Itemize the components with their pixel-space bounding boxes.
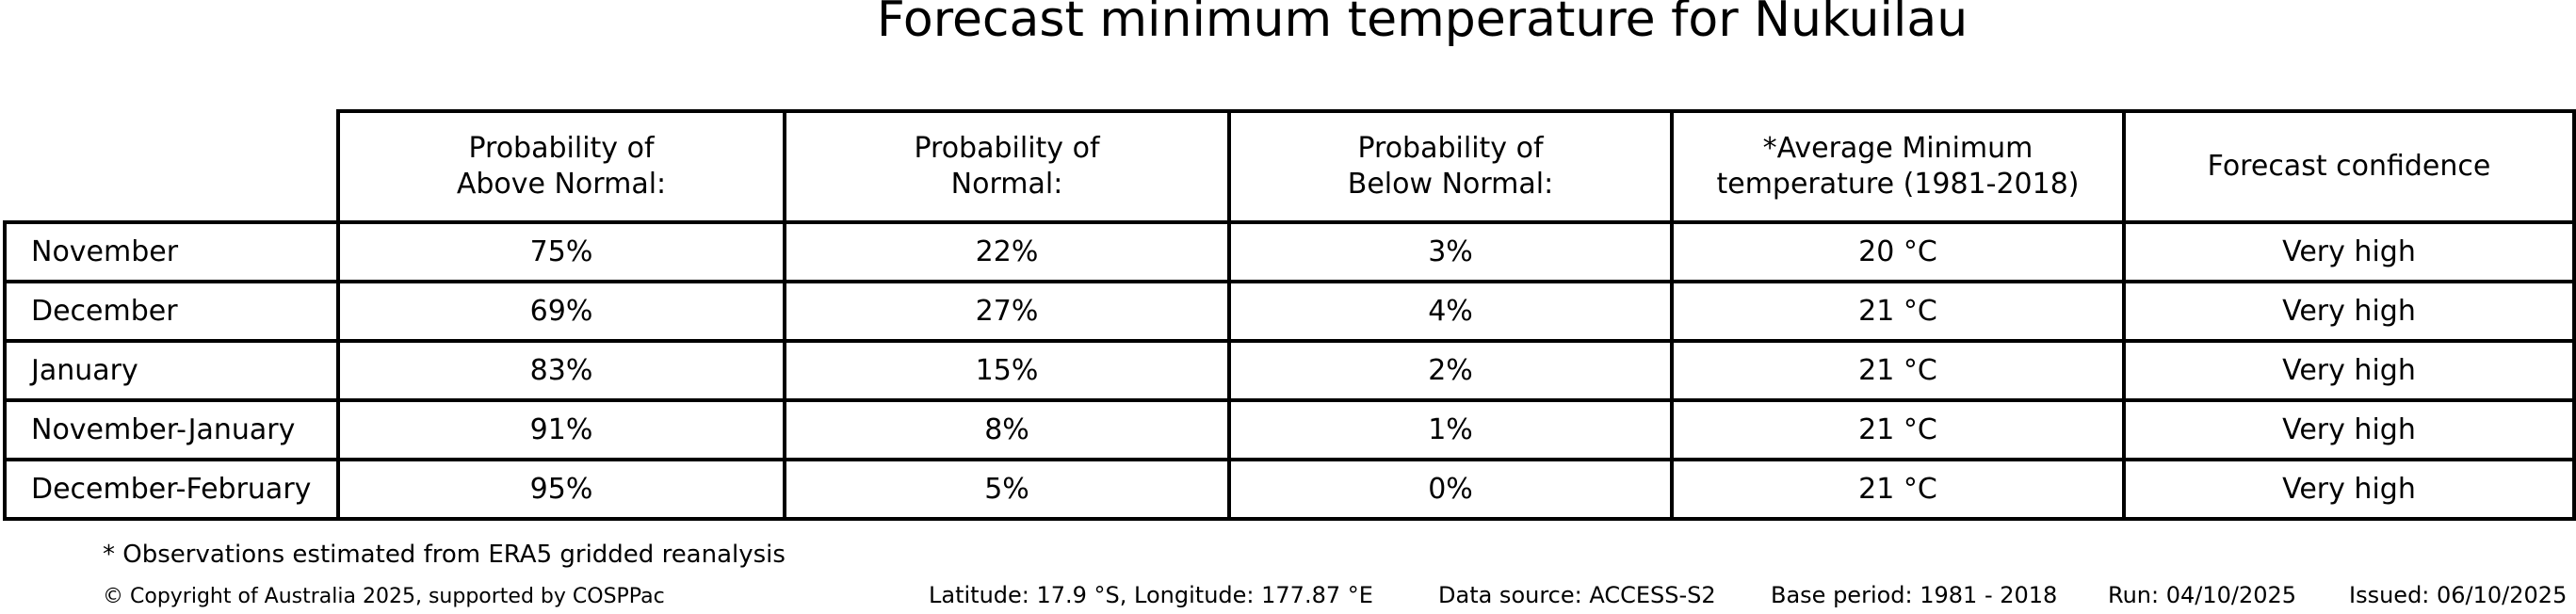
below-normal-cell: 3%	[1227, 220, 1674, 283]
table-row: November-January 91% 8% 1% 21 °C Very hi…	[3, 398, 2576, 461]
table-row: January 83% 15% 2% 21 °C Very high	[3, 339, 2576, 402]
header-row: Probability of Above Normal: Probability…	[5, 109, 2576, 224]
month-cell: November	[3, 220, 340, 283]
below-normal-cell: 0%	[1227, 458, 1674, 521]
header-normal: Probability of Normal:	[783, 109, 1231, 224]
normal-cell: 15%	[783, 339, 1231, 402]
average-temp-cell: 21 °C	[1670, 398, 2126, 461]
above-normal-cell: 83%	[336, 339, 786, 402]
below-normal-cell: 2%	[1227, 339, 1674, 402]
base-period-text: Base period: 1981 - 2018	[1771, 582, 2058, 608]
month-cell: November-January	[3, 398, 340, 461]
run-date-text: Run: 04/10/2025	[2108, 582, 2297, 608]
normal-cell: 27%	[783, 280, 1231, 343]
above-normal-cell: 95%	[336, 458, 786, 521]
data-source-text: Data source: ACCESS-S2	[1438, 582, 1716, 608]
above-normal-cell: 91%	[336, 398, 786, 461]
confidence-cell: Very high	[2122, 280, 2576, 343]
header-below-normal: Probability of Below Normal:	[1227, 109, 1674, 224]
confidence-cell: Very high	[2122, 458, 2576, 521]
header-average-min-temp: *Average Minimum temperature (1981-2018)	[1670, 109, 2126, 224]
header-above-normal: Probability of Above Normal:	[336, 109, 786, 224]
average-temp-cell: 20 °C	[1670, 220, 2126, 283]
normal-cell: 5%	[783, 458, 1231, 521]
forecast-table: Probability of Above Normal: Probability…	[3, 109, 2576, 521]
normal-cell: 8%	[783, 398, 1231, 461]
issued-date-text: Issued: 06/10/2025	[2349, 582, 2568, 608]
table-row: November 75% 22% 3% 20 °C Very high	[3, 220, 2576, 283]
confidence-cell: Very high	[2122, 220, 2576, 283]
table-row: December 69% 27% 4% 21 °C Very high	[3, 280, 2576, 343]
above-normal-cell: 69%	[336, 280, 786, 343]
page-title: Forecast minimum temperature for Nukuila…	[876, 0, 1968, 48]
average-temp-cell: 21 °C	[1670, 280, 2126, 343]
confidence-cell: Very high	[2122, 398, 2576, 461]
below-normal-cell: 1%	[1227, 398, 1674, 461]
header-forecast-confidence: Forecast confidence	[2122, 109, 2576, 224]
normal-cell: 22%	[783, 220, 1231, 283]
footnote: * Observations estimated from ERA5 gridd…	[103, 541, 786, 569]
copyright-text: © Copyright of Australia 2025, supported…	[103, 585, 665, 608]
average-temp-cell: 21 °C	[1670, 458, 2126, 521]
month-cell: January	[3, 339, 340, 402]
corner-cell	[5, 111, 338, 222]
month-cell: December-February	[3, 458, 340, 521]
month-cell: December	[3, 280, 340, 343]
above-normal-cell: 75%	[336, 220, 786, 283]
location-text: Latitude: 17.9 °S, Longitude: 177.87 °E	[929, 582, 1373, 608]
below-normal-cell: 4%	[1227, 280, 1674, 343]
table-row: December-February 95% 5% 0% 21 °C Very h…	[3, 458, 2576, 521]
average-temp-cell: 21 °C	[1670, 339, 2126, 402]
confidence-cell: Very high	[2122, 339, 2576, 402]
